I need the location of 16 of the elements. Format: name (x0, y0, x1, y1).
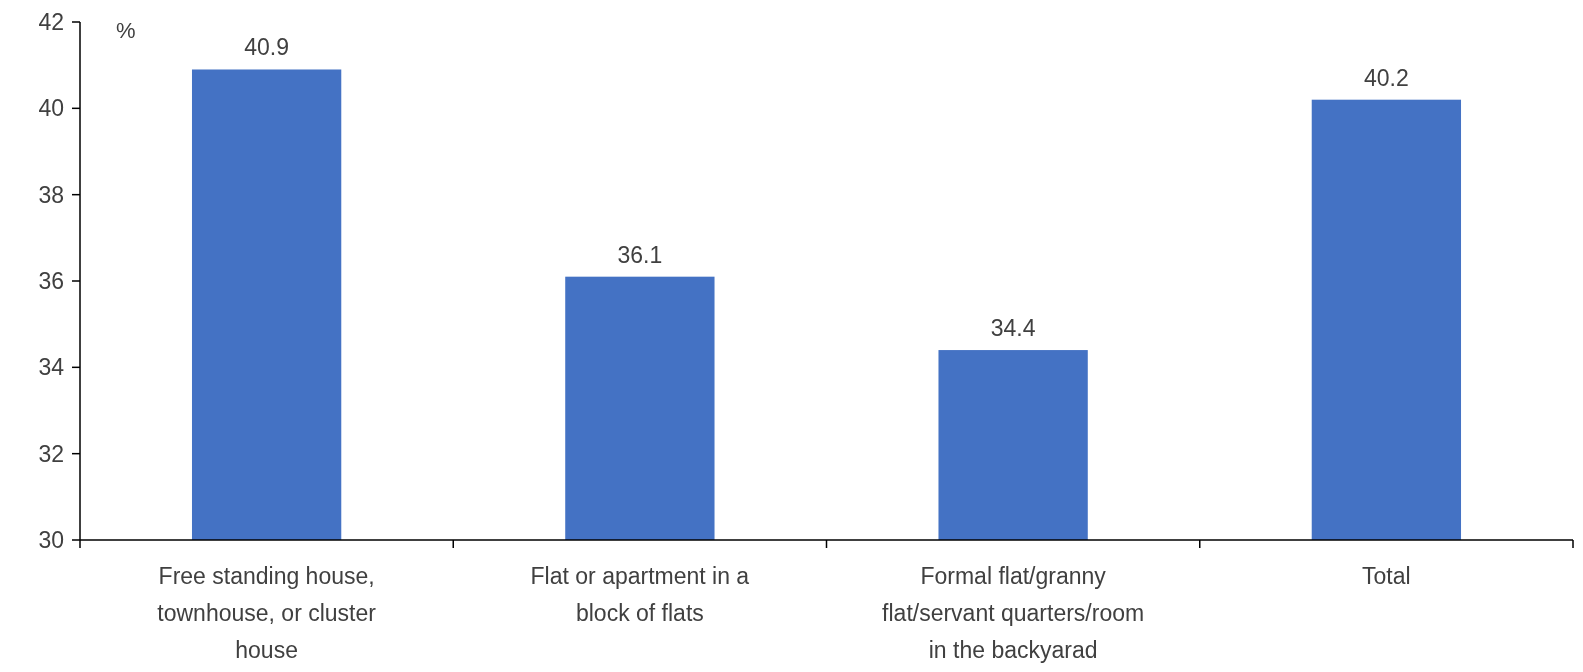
y-tick-label: 42 (38, 9, 64, 36)
y-tick-label: 40 (38, 95, 64, 122)
y-tick-label: 38 (38, 181, 64, 208)
x-tick-label: Total (1362, 563, 1411, 589)
data-label: 40.2 (1363, 64, 1409, 91)
x-tick-label: Formal flat/granny flat/servant quarters/room in the backyarad (882, 563, 1145, 663)
y-tick-label: 32 (38, 440, 64, 467)
data-label: 36.1 (617, 241, 663, 268)
y-axis-title: % (116, 18, 136, 43)
data-label: 40.9 (244, 34, 290, 61)
x-tick-label: Flat or apartment in a block of flats (530, 563, 750, 626)
x-tick-label: Free standing house, townhouse, or cluster house (157, 563, 377, 663)
y-tick-label: 34 (38, 354, 65, 381)
y-tick-label: 36 (38, 268, 64, 295)
data-label: 34.4 (990, 315, 1036, 342)
y-tick-label: 30 (38, 527, 64, 554)
